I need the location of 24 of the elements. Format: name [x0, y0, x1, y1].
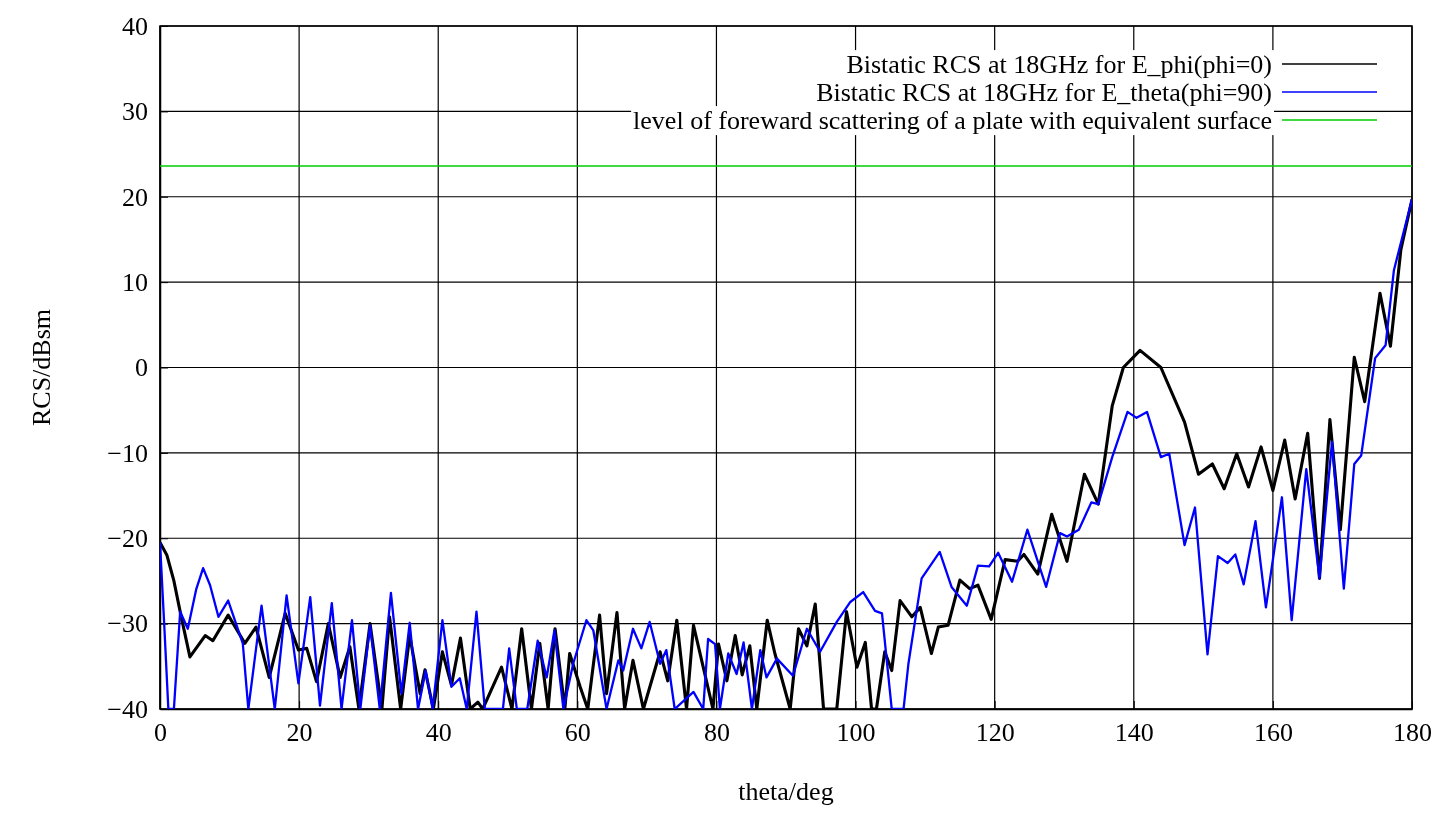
y-tick-label: −10	[107, 438, 148, 468]
legend-label: level of foreward scattering of a plate with equivalent surface	[633, 106, 1272, 136]
x-tick-label: 180	[1393, 718, 1432, 748]
y-tick-label: 20	[122, 182, 148, 212]
y-tick-label: −40	[107, 694, 148, 724]
legend-label: Bistatic RCS at 18GHz for E_phi(phi=0)	[846, 50, 1272, 80]
legend-label: Bistatic RCS at 18GHz for E_theta(phi=90)	[816, 78, 1272, 108]
y-tick-label: 10	[122, 267, 148, 297]
y-tick-label: 30	[122, 97, 148, 127]
x-tick-label: 20	[286, 718, 313, 748]
x-tick-label: 0	[154, 718, 167, 748]
y-tick-label: 0	[135, 353, 148, 383]
x-tick-label: 140	[1114, 718, 1154, 748]
x-tick-label: 100	[836, 718, 876, 748]
x-tick-label: 60	[564, 718, 591, 748]
x-tick-label: 160	[1253, 718, 1293, 748]
x-tick-label: 40	[425, 718, 452, 748]
x-tick-label: 80	[703, 718, 730, 748]
y-tick-label: −30	[107, 609, 148, 639]
y-axis-title: RCS/dBsm	[27, 308, 56, 427]
x-axis-title: theta/deg	[738, 777, 834, 806]
x-tick-label: 120	[975, 718, 1015, 748]
y-tick-label: −20	[107, 524, 148, 554]
y-tick-label: 40	[122, 11, 148, 41]
